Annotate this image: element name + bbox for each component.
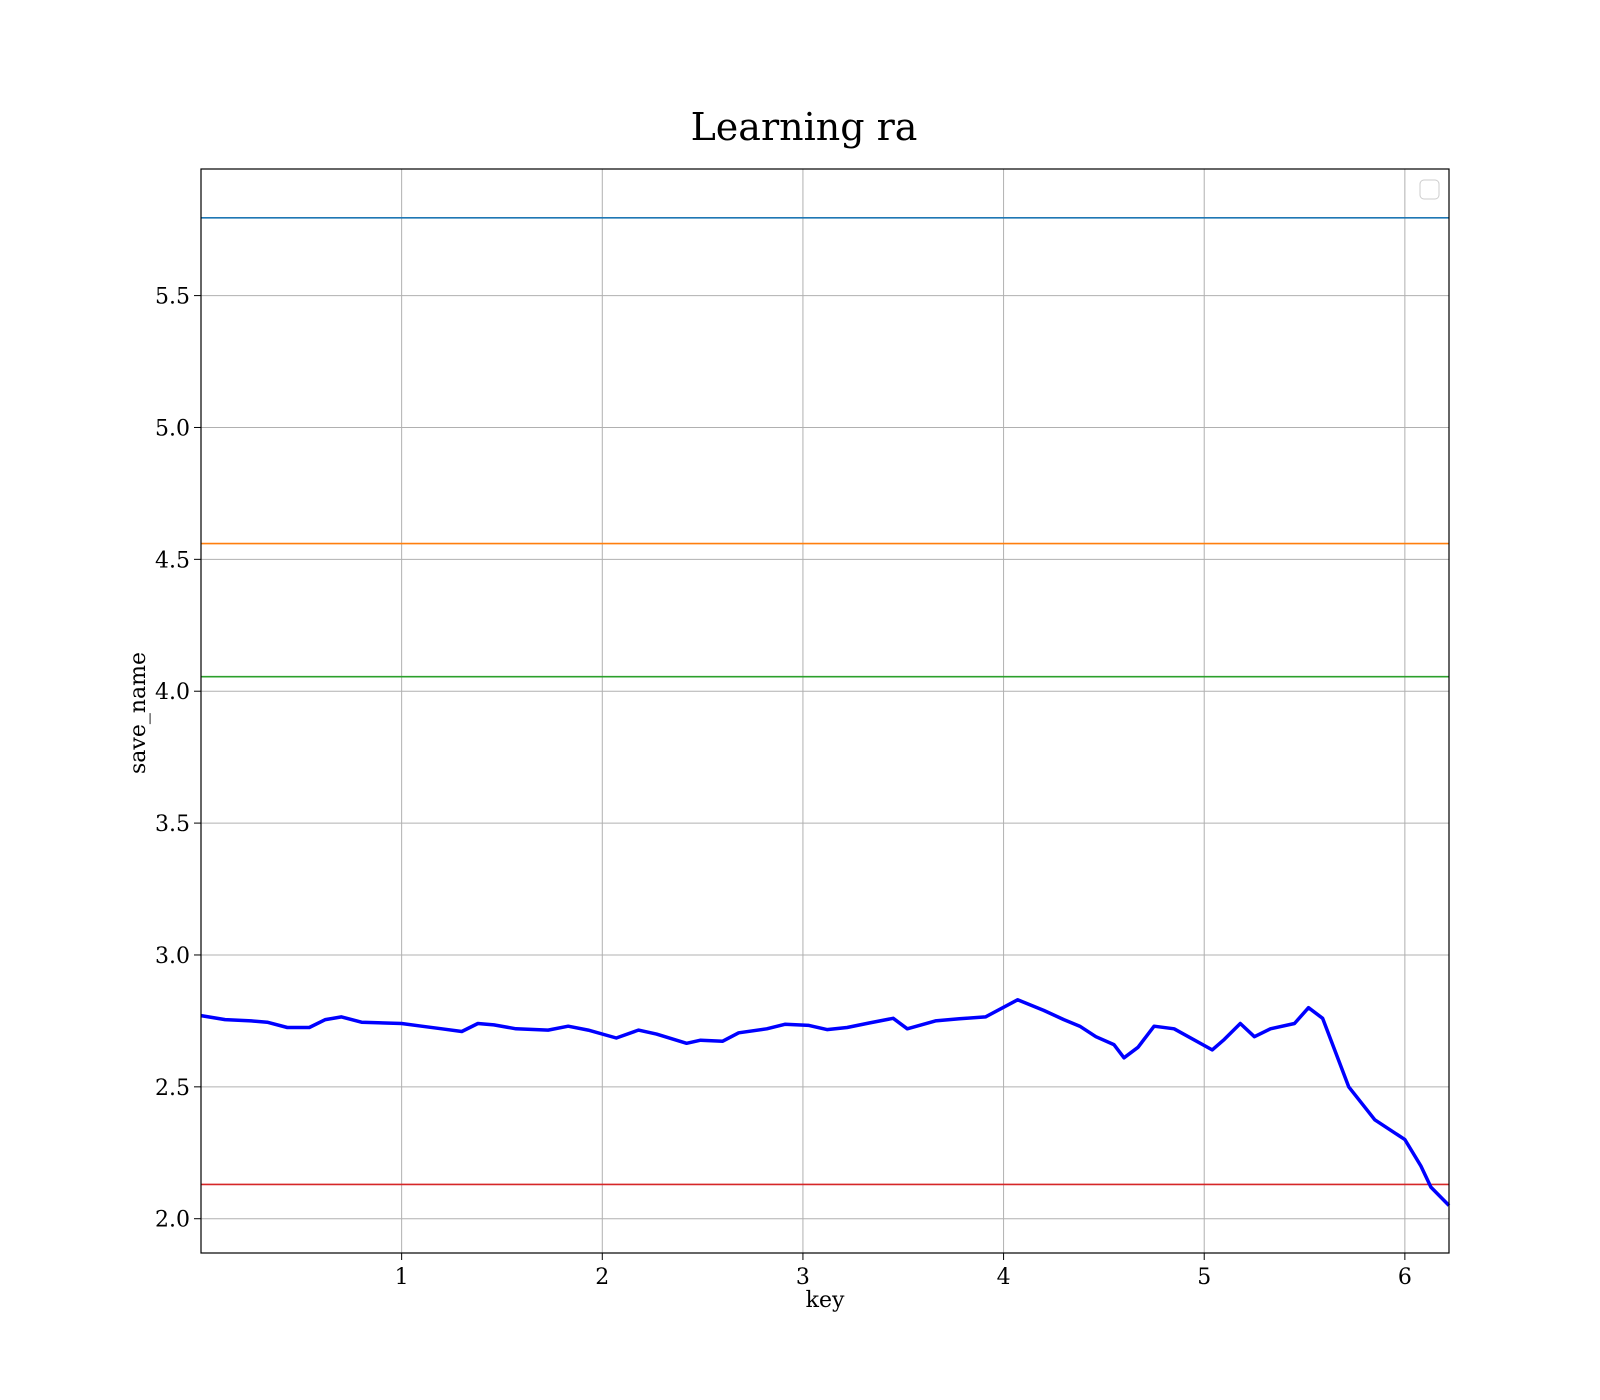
y-tick-label: 3.5 — [155, 812, 190, 837]
x-tick-label: 4 — [997, 1265, 1011, 1290]
y-tick-label: 5.0 — [155, 416, 190, 441]
x-tick-label: 5 — [1197, 1265, 1211, 1290]
x-tick-label: 3 — [796, 1265, 810, 1290]
ticks: 1 2 3 4 5 6 2.0 2.5 3.0 3.5 4.0 4.5 5.0 5.5 — [155, 285, 1412, 1290]
chart-title: Learning ra — [691, 105, 918, 149]
legend-box — [1419, 179, 1440, 200]
x-tick-label: 1 — [395, 1265, 409, 1290]
y-tick-label: 4.0 — [155, 680, 190, 705]
series — [200, 998, 1451, 1207]
y-axis-label: save_name — [126, 652, 151, 774]
x-tick-label: 6 — [1398, 1265, 1412, 1290]
x-tick-label: 2 — [595, 1265, 609, 1290]
y-tick-label: 2.0 — [155, 1208, 190, 1233]
y-tick-label: 4.5 — [155, 548, 190, 573]
reference-lines — [201, 216, 1449, 1186]
y-tick-label: 5.5 — [155, 285, 190, 310]
y-tick-label: 3.0 — [155, 944, 190, 969]
y-tick-label: 2.5 — [155, 1076, 190, 1101]
x-axis-label: key — [806, 1288, 845, 1313]
grid — [201, 169, 1449, 1253]
plot-area-frame — [200, 168, 1450, 1254]
series-line — [200, 998, 1451, 1207]
